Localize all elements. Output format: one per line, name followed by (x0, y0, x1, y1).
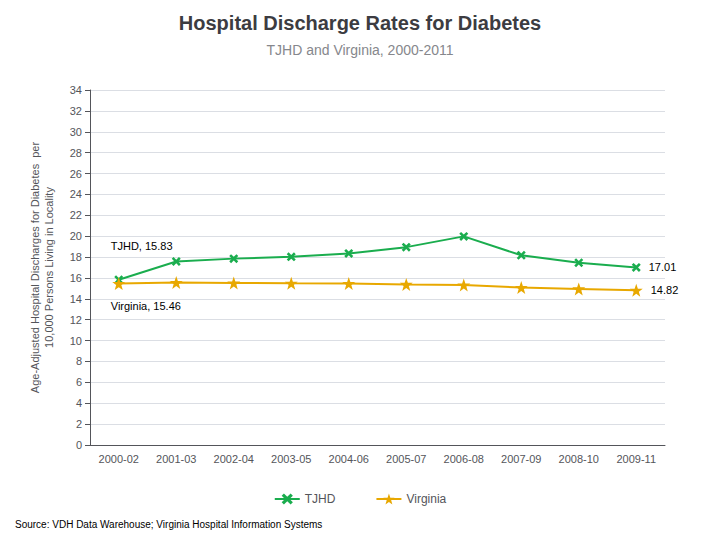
svg-text:24: 24 (70, 188, 82, 200)
svg-text:2004-06: 2004-06 (329, 453, 369, 465)
svg-text:4: 4 (76, 397, 82, 409)
svg-text:14.82: 14.82 (651, 284, 679, 296)
svg-text:22: 22 (70, 209, 82, 221)
svg-text:0: 0 (76, 439, 82, 451)
svg-text:2001-03: 2001-03 (156, 453, 196, 465)
svg-text:2009-11: 2009-11 (616, 453, 656, 465)
svg-text:TJHD, 15.83: TJHD, 15.83 (111, 240, 173, 252)
svg-text:Virginia, 15.46: Virginia, 15.46 (111, 300, 181, 312)
svg-text:Age-Adjusted Hospital Discharg: Age-Adjusted Hospital Discharges for Dia… (29, 142, 41, 394)
svg-text:26: 26 (70, 168, 82, 180)
svg-text:2003-05: 2003-05 (271, 453, 311, 465)
svg-text:Hospital Discharge Rates for D: Hospital Discharge Rates for Diabetes (179, 12, 541, 34)
svg-text:2: 2 (76, 418, 82, 430)
svg-text:10,000 Persons Living in Local: 10,000 Persons Living in Locality (43, 187, 55, 348)
svg-text:17.01: 17.01 (649, 261, 677, 273)
svg-text:20: 20 (70, 230, 82, 242)
svg-text:6: 6 (76, 376, 82, 388)
svg-text:32: 32 (70, 105, 82, 117)
svg-text:16: 16 (70, 272, 82, 284)
svg-text:14: 14 (70, 293, 82, 305)
svg-text:10: 10 (70, 335, 82, 347)
svg-text:Source: VDH Data Warehouse; Vi: Source: VDH Data Warehouse; Virginia Hos… (15, 519, 322, 530)
svg-text:2002-04: 2002-04 (214, 453, 254, 465)
svg-text:2005-07: 2005-07 (386, 453, 426, 465)
svg-text:8: 8 (76, 355, 82, 367)
svg-text:2000-02: 2000-02 (99, 453, 139, 465)
svg-text:2007-09: 2007-09 (501, 453, 541, 465)
svg-text:30: 30 (70, 126, 82, 138)
svg-text:12: 12 (70, 314, 82, 326)
svg-text:2008-10: 2008-10 (559, 453, 599, 465)
svg-text:Virginia: Virginia (406, 492, 446, 506)
svg-text:TJHD: TJHD (305, 492, 336, 506)
svg-text:18: 18 (70, 251, 82, 263)
svg-text:28: 28 (70, 147, 82, 159)
svg-text:2006-08: 2006-08 (444, 453, 484, 465)
svg-text:TJHD and Virginia, 2000-2011: TJHD and Virginia, 2000-2011 (266, 42, 453, 58)
svg-text:34: 34 (70, 84, 82, 96)
